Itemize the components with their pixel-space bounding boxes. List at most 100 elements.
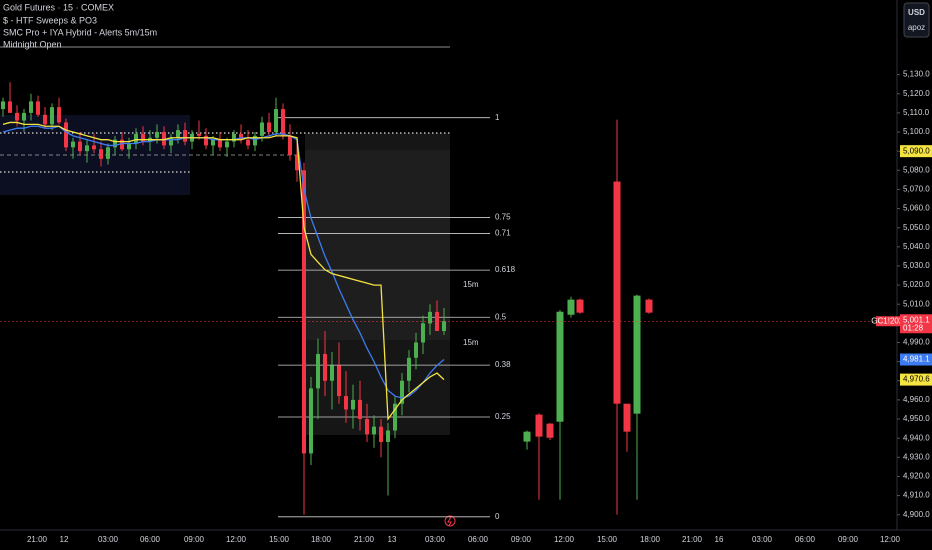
indicator-label: Midnight Open <box>3 39 62 49</box>
fib-label: 0.71 <box>495 229 511 238</box>
candle-body <box>43 114 47 125</box>
candle-body <box>400 380 404 404</box>
x-tick-label: 18:00 <box>311 535 332 544</box>
y-tick-label: 5,050.0 <box>903 223 930 232</box>
alert-icon-bolt <box>447 516 452 527</box>
candle-body <box>633 295 641 414</box>
fib-label: 0.618 <box>495 265 516 274</box>
candle-body <box>365 419 369 435</box>
y-tick-label: 4,930.0 <box>903 452 930 461</box>
candle-body <box>50 107 54 125</box>
x-tick-label: 09:00 <box>511 535 532 544</box>
candle-body <box>169 137 173 146</box>
candle-body <box>260 122 264 136</box>
candle-body <box>64 122 68 148</box>
fib-label: 0 <box>495 512 500 521</box>
fib-label: 0.38 <box>495 360 511 369</box>
y-tick-label: 5,030.0 <box>903 261 930 270</box>
candle-body <box>120 139 124 150</box>
candle-body <box>302 170 306 454</box>
candle-body <box>22 112 26 121</box>
x-tick-label: 12:00 <box>226 535 247 544</box>
countdown: 01:28 <box>903 323 924 332</box>
y-tick-label: 4,940.0 <box>903 433 930 442</box>
candle-body <box>204 135 208 146</box>
candle-body <box>442 321 446 332</box>
y-tick-label: 5,120.0 <box>903 89 930 98</box>
x-tick-label: 16 <box>715 535 724 544</box>
candle-body <box>344 396 348 410</box>
x-tick-label: 15:00 <box>597 535 618 544</box>
candle-body <box>8 101 12 113</box>
candle-body <box>386 430 390 442</box>
price-tag-label: 4,970.6 <box>903 375 930 384</box>
y-tick-label: 5,020.0 <box>903 280 930 289</box>
y-tick-label: 4,910.0 <box>903 491 930 500</box>
candle-body <box>162 132 166 146</box>
candle-body <box>288 135 292 155</box>
candle-body <box>141 133 145 142</box>
y-tick-label: 5,110.0 <box>903 108 930 117</box>
indicator-label: SMC Pro + IYA Hybrid - Alerts 5m/15m <box>3 27 157 37</box>
candle-body <box>57 107 61 123</box>
x-tick-label: 09:00 <box>184 535 205 544</box>
candle-body <box>1 101 5 110</box>
candle-body <box>372 426 376 435</box>
x-tick-label: 21:00 <box>354 535 375 544</box>
fib-label: 0.25 <box>495 412 511 421</box>
x-tick-label: 03:00 <box>98 535 119 544</box>
candle-body <box>523 431 531 442</box>
candle-body <box>176 130 180 138</box>
candle-body <box>78 141 82 152</box>
x-tick-label: 12:00 <box>880 535 901 544</box>
candle-body <box>576 299 584 313</box>
candle-body <box>393 403 397 431</box>
price-tag <box>900 373 932 386</box>
y-tick-label: 5,100.0 <box>903 127 930 136</box>
y-tick-label: 4,950.0 <box>903 414 930 423</box>
currency-box[interactable] <box>903 2 930 38</box>
candle-body <box>379 426 383 442</box>
candle-body <box>113 139 117 148</box>
x-tick-label: 03:00 <box>752 535 773 544</box>
x-tick-label: 06:00 <box>468 535 489 544</box>
x-tick-label: 18:00 <box>640 535 661 544</box>
candle-body <box>267 122 271 133</box>
candle-body <box>155 132 159 138</box>
candle-body <box>567 299 575 315</box>
alert-icon[interactable] <box>444 515 456 527</box>
candle-body <box>85 145 89 152</box>
candle-body <box>309 388 313 454</box>
x-tick-label: 21:00 <box>682 535 703 544</box>
candle-body <box>428 311 432 324</box>
candle-body <box>535 414 543 437</box>
candle-body <box>351 399 355 410</box>
candle-body <box>274 109 278 133</box>
x-tick-label: 09:00 <box>838 535 859 544</box>
moving-average <box>2 121 445 421</box>
fib-label: 0.5 <box>495 312 507 321</box>
premium-box <box>305 150 450 340</box>
candle-body <box>246 139 250 146</box>
candle-body <box>556 311 564 422</box>
fib-label: 1 <box>495 113 500 122</box>
candle-body <box>127 143 131 150</box>
candle-body <box>645 299 653 313</box>
currency-label[interactable]: USD <box>908 8 925 17</box>
candle-body <box>134 133 138 144</box>
candle-body <box>613 181 621 404</box>
candle-body <box>253 135 257 146</box>
y-tick-label: 5,010.0 <box>903 299 930 308</box>
candle-body <box>71 141 75 148</box>
x-tick-label: 12 <box>60 535 69 544</box>
y-tick-label: 4,900.0 <box>903 510 930 519</box>
candle-body <box>197 133 201 136</box>
x-tick-label: 21:00 <box>27 535 48 544</box>
price-tag-label: 5,001.1 <box>903 315 930 324</box>
y-tick-label: 5,040.0 <box>903 242 930 251</box>
y-tick-label: 5,080.0 <box>903 165 930 174</box>
candle-body <box>358 399 362 420</box>
